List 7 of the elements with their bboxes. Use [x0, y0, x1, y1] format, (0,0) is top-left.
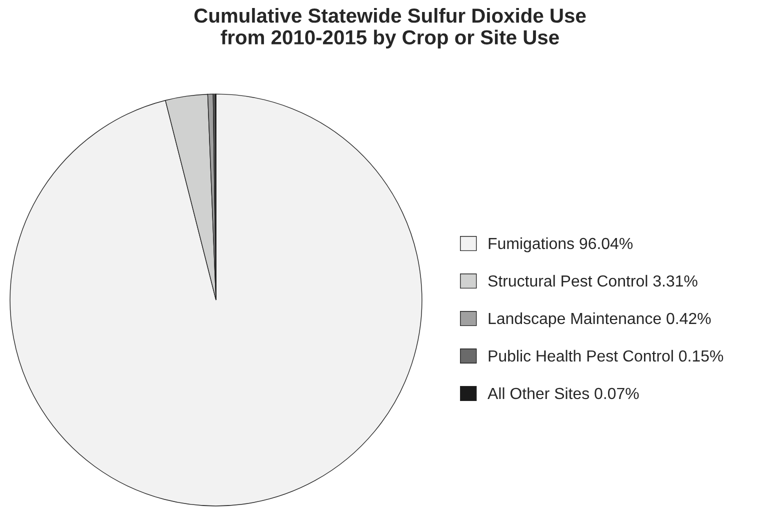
legend-label: All Other Sites 0.07% — [488, 387, 639, 400]
legend-label: Structural Pest Control 3.31% — [488, 274, 698, 287]
chart-title: Cumulative Statewide Sulfur Dioxide Use from 2010-2015 by Crop or Site Use — [194, 8, 586, 48]
legend-label: Public Health Pest Control 0.15% — [488, 350, 724, 362]
legend-label: Landscape Maintenance 0.42% — [488, 312, 711, 328]
legend-label: Fumigations 96.04% — [488, 237, 633, 252]
pie-slice — [10, 94, 422, 506]
